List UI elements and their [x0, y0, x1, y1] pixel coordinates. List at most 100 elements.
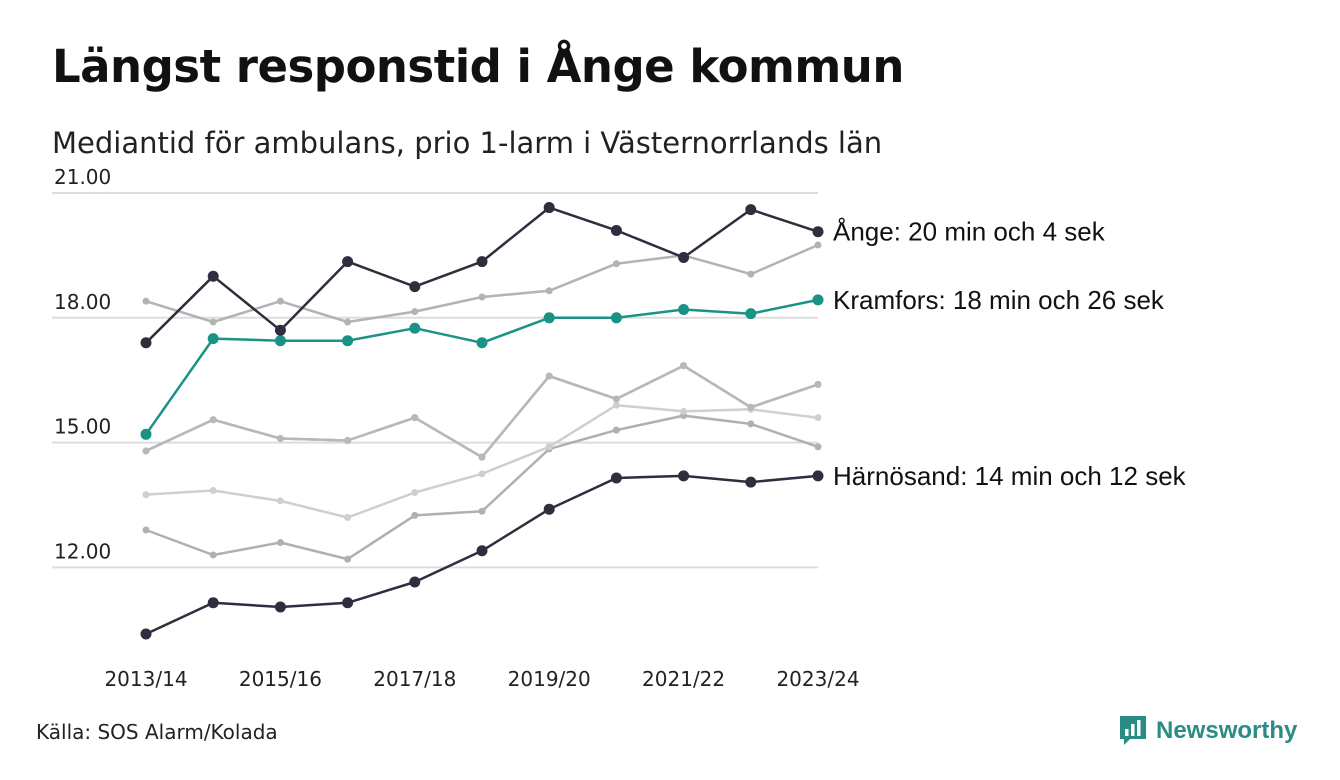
series-lines: [140, 202, 824, 640]
end-label-ånge: Ånge: 20 min och 4 sek: [833, 217, 1106, 247]
data-point-context-0: [142, 297, 150, 305]
data-point-context-3: [142, 491, 150, 499]
series-line-context-2: [145, 414, 819, 561]
end-labels: Kramfors: 18 min och 26 sek Ånge: 20 min …: [833, 217, 1187, 491]
data-point-ånge: [812, 226, 824, 238]
data-point-context-2: [814, 443, 822, 451]
data-point-context-4: [344, 437, 352, 445]
data-point-context-3: [478, 470, 486, 478]
data-point-härnösand: [476, 545, 488, 557]
x-axis-ticks: 2013/14 2015/16 2017/18 2019/20 2021/22 2023/…: [104, 667, 859, 691]
data-point-härnösand: [342, 597, 354, 609]
x-tick-label: 2023/24: [776, 667, 859, 691]
data-point-härnösand: [140, 628, 152, 640]
end-label-kramfors: Kramfors: 18 min och 26 sek: [833, 285, 1165, 315]
data-point-ånge: [342, 256, 354, 268]
data-point-ånge: [678, 251, 690, 263]
data-point-context-0: [814, 241, 822, 249]
data-point-context-3: [814, 414, 822, 422]
data-point-ånge: [274, 324, 286, 336]
data-point-context-4: [142, 447, 150, 455]
data-point-context-2: [344, 555, 352, 563]
data-point-kramfors: [543, 312, 555, 324]
source-note: Källa: SOS Alarm/Kolada: [36, 720, 278, 744]
data-point-ånge: [476, 256, 488, 268]
data-point-ånge: [543, 202, 555, 214]
data-point-context-2: [478, 507, 486, 515]
data-point-kramfors: [140, 428, 152, 440]
data-point-context-2: [209, 551, 217, 559]
data-point-kramfors: [745, 308, 757, 320]
y-tick-label: 21.00: [54, 165, 111, 189]
x-tick-label: 2019/20: [508, 667, 591, 691]
y-tick-label: 18.00: [54, 290, 111, 314]
data-point-context-4: [545, 372, 553, 380]
data-point-context-3: [680, 407, 688, 415]
x-tick-label: 2017/18: [373, 667, 456, 691]
data-point-härnösand: [745, 476, 757, 488]
data-point-ånge: [409, 281, 421, 293]
data-point-kramfors: [476, 337, 488, 349]
y-tick-label: 15.00: [54, 415, 111, 439]
data-point-ånge: [610, 224, 622, 236]
data-point-context-0: [612, 260, 620, 268]
data-point-context-3: [209, 486, 217, 494]
data-point-ånge: [140, 337, 152, 349]
data-point-kramfors: [409, 322, 421, 334]
brand-name: Newsworthy: [1156, 717, 1298, 744]
data-point-context-3: [411, 489, 419, 497]
y-tick-label: 12.00: [54, 539, 111, 563]
data-point-kramfors: [207, 333, 219, 345]
y-axis-ticks: 12.00 15.00 18.00 21.00: [54, 165, 111, 563]
data-point-context-0: [545, 287, 553, 295]
data-point-context-2: [747, 420, 755, 428]
chart-subtitle: Mediantid för ambulans, prio 1-larm i Vä…: [52, 126, 883, 160]
data-point-context-4: [612, 395, 620, 403]
data-point-context-4: [747, 403, 755, 411]
data-point-context-0: [209, 318, 217, 326]
data-point-context-4: [478, 453, 486, 461]
end-label-härnösand: Härnösand: 14 min och 12 sek: [833, 461, 1187, 491]
data-point-kramfors: [342, 335, 354, 347]
newsworthy-logo-icon: [1120, 716, 1146, 745]
data-point-context-3: [612, 401, 620, 409]
data-point-context-4: [680, 362, 688, 370]
data-point-context-3: [276, 497, 284, 505]
data-point-kramfors: [274, 335, 286, 347]
data-point-context-2: [142, 526, 150, 534]
data-point-context-0: [478, 293, 486, 301]
data-point-härnösand: [543, 503, 555, 515]
series-line-kramfors: [144, 298, 819, 436]
data-point-context-2: [276, 538, 284, 546]
series-line-ånge: [145, 206, 819, 344]
data-point-context-2: [411, 511, 419, 519]
data-point-härnösand: [812, 470, 824, 482]
data-point-kramfors: [812, 294, 824, 306]
data-point-härnösand: [678, 470, 690, 482]
x-tick-label: 2015/16: [239, 667, 322, 691]
x-tick-label: 2013/14: [104, 667, 187, 691]
chart-title: Längst responstid i Ånge kommun: [52, 40, 904, 93]
grid-lines: [52, 192, 818, 569]
data-point-context-0: [276, 297, 284, 305]
data-point-context-4: [276, 434, 284, 442]
data-point-context-4: [209, 416, 217, 424]
data-point-ånge: [207, 270, 219, 282]
data-point-ånge: [745, 204, 757, 216]
data-point-kramfors: [678, 303, 690, 315]
data-point-context-0: [747, 270, 755, 278]
data-point-context-3: [344, 514, 352, 522]
data-point-härnösand: [610, 472, 622, 484]
series-line-context-3: [145, 403, 819, 519]
data-point-härnösand: [274, 601, 286, 613]
data-point-context-3: [545, 443, 553, 451]
newsworthy-logo: Newsworthy: [1118, 714, 1297, 748]
data-point-context-0: [344, 318, 352, 326]
data-point-kramfors: [610, 312, 622, 324]
data-point-härnösand: [409, 576, 421, 588]
data-point-context-4: [814, 380, 822, 388]
x-tick-label: 2021/22: [642, 667, 725, 691]
data-point-context-2: [612, 426, 620, 434]
data-point-context-0: [411, 308, 419, 316]
